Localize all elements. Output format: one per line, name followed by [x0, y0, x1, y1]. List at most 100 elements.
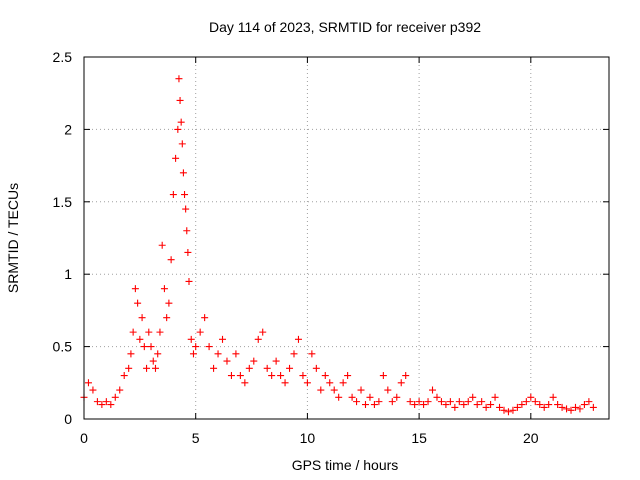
- data-point: [585, 398, 593, 406]
- chart-title: Day 114 of 2023, SRMTID for receiver p39…: [209, 19, 481, 35]
- data-point: [500, 406, 508, 414]
- data-point: [388, 398, 396, 406]
- data-point: [348, 393, 356, 401]
- data-point: [140, 343, 148, 351]
- data-point: [219, 335, 227, 343]
- grid: [84, 57, 609, 419]
- data-point: [277, 372, 285, 380]
- data-point: [189, 350, 197, 358]
- data-point: [527, 393, 535, 401]
- data-point: [175, 75, 183, 83]
- data-point: [201, 314, 209, 322]
- data-point: [415, 398, 423, 406]
- data-point: [491, 393, 499, 401]
- data-point: [182, 205, 190, 213]
- data-point: [187, 335, 195, 343]
- plot-frame: [83, 56, 610, 420]
- data-point: [478, 398, 486, 406]
- data-point: [179, 169, 187, 177]
- data-point: [473, 401, 481, 409]
- data-point: [98, 401, 106, 409]
- data-point: [236, 372, 244, 380]
- data-point: [446, 398, 454, 406]
- data-point: [169, 191, 177, 199]
- data-point: [460, 401, 468, 409]
- data-point: [281, 379, 289, 387]
- y-tick-label: 1: [64, 266, 72, 282]
- data-point: [154, 350, 162, 358]
- data-point: [513, 403, 521, 411]
- data-point: [147, 343, 155, 351]
- data-point: [160, 285, 168, 293]
- data-point: [536, 401, 544, 409]
- data-point: [127, 350, 135, 358]
- data-point: [571, 403, 579, 411]
- data-point: [93, 398, 101, 406]
- data-point: [184, 248, 192, 256]
- data-point: [487, 401, 495, 409]
- data-point: [308, 350, 316, 358]
- x-tick-label: 15: [411, 430, 427, 446]
- data-point: [158, 241, 166, 249]
- data-point: [290, 350, 298, 358]
- data-point: [183, 227, 191, 235]
- data-point: [589, 403, 597, 411]
- data-point: [138, 314, 146, 322]
- data-point: [451, 403, 459, 411]
- data-point: [263, 364, 271, 372]
- data-point: [107, 401, 115, 409]
- data-point: [429, 386, 437, 394]
- data-point: [437, 398, 445, 406]
- data-point: [125, 364, 133, 372]
- data-point: [136, 335, 144, 343]
- y-tick-labels: 0 0.5 1 1.5 2 2.5: [53, 49, 73, 427]
- data-point: [241, 379, 249, 387]
- data-point: [504, 408, 512, 416]
- data-point: [357, 386, 365, 394]
- x-tick-label: 20: [523, 430, 539, 446]
- data-point: [172, 154, 180, 162]
- x-tick-label: 0: [80, 430, 88, 446]
- data-point: [326, 379, 334, 387]
- data-points: [80, 75, 597, 416]
- data-point: [361, 401, 369, 409]
- data-point: [181, 191, 189, 199]
- data-point: [406, 398, 414, 406]
- y-tick-label: 2: [64, 121, 72, 137]
- data-point: [567, 406, 575, 414]
- y-tick-label: 0: [64, 411, 72, 427]
- data-point: [145, 328, 153, 336]
- data-point: [223, 357, 231, 365]
- data-point: [250, 357, 258, 365]
- data-point: [268, 372, 276, 380]
- data-point: [375, 398, 383, 406]
- data-point: [294, 335, 302, 343]
- data-point: [344, 372, 352, 380]
- data-point: [232, 350, 240, 358]
- data-point: [151, 364, 159, 372]
- x-tick-label: 10: [300, 430, 316, 446]
- data-point: [205, 343, 213, 351]
- data-point: [554, 401, 562, 409]
- data-point: [178, 140, 186, 148]
- data-point: [496, 403, 504, 411]
- data-point: [254, 335, 262, 343]
- data-point: [339, 379, 347, 387]
- data-point: [464, 398, 472, 406]
- data-point: [192, 343, 200, 351]
- data-point: [558, 403, 566, 411]
- data-point: [196, 328, 204, 336]
- data-point: [317, 386, 325, 394]
- data-point: [214, 350, 222, 358]
- data-point: [149, 357, 157, 365]
- data-point: [549, 393, 557, 401]
- data-point: [330, 386, 338, 394]
- data-point: [111, 393, 119, 401]
- data-point: [420, 401, 428, 409]
- x-tick-labels: 0 5 10 15 20: [80, 430, 539, 446]
- y-axis-label: SRMTID / TECUs: [5, 183, 21, 293]
- data-point: [259, 328, 267, 336]
- data-point: [129, 328, 137, 336]
- data-point: [312, 364, 320, 372]
- data-point: [531, 398, 539, 406]
